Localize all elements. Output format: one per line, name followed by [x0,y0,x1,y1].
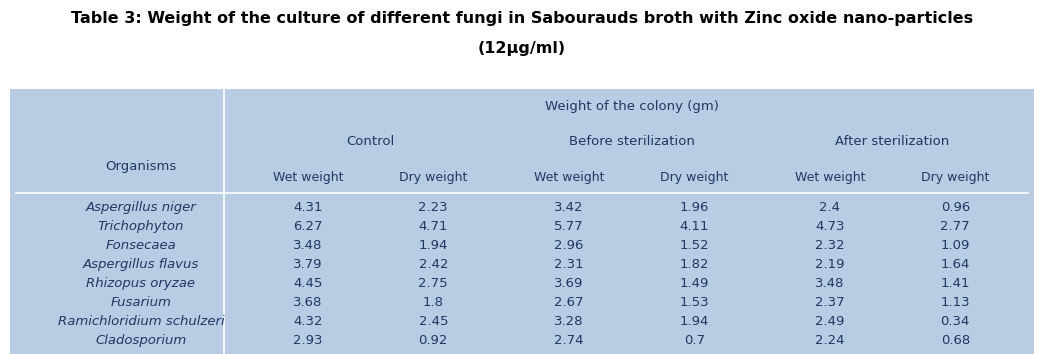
Text: 2.74: 2.74 [554,334,584,347]
Text: 1.8: 1.8 [423,296,444,309]
Text: (12μg/ml): (12μg/ml) [478,41,566,56]
Text: 1.64: 1.64 [941,258,970,271]
Text: Control: Control [347,135,395,148]
Text: 1.53: 1.53 [680,296,709,309]
Text: 2.19: 2.19 [815,258,845,271]
Text: 3.42: 3.42 [554,201,584,214]
Text: 0.96: 0.96 [941,201,970,214]
Text: 1.13: 1.13 [941,296,970,309]
Text: Organisms: Organisms [105,160,176,173]
Text: 2.37: 2.37 [815,296,845,309]
Text: 2.24: 2.24 [815,334,845,347]
Text: 0.7: 0.7 [684,334,705,347]
Text: 3.48: 3.48 [815,277,845,290]
Text: Wet weight: Wet weight [272,171,343,183]
Text: After sterilization: After sterilization [835,135,950,148]
Text: Before sterilization: Before sterilization [569,135,694,148]
Text: 1.52: 1.52 [680,239,709,252]
Text: 6.27: 6.27 [293,220,323,233]
Text: 0.92: 0.92 [419,334,448,347]
Text: Fusarium: Fusarium [111,296,171,309]
Text: 4.31: 4.31 [293,201,323,214]
Text: Ramichloridium schulzeri: Ramichloridium schulzeri [57,315,224,328]
FancyBboxPatch shape [10,88,1034,354]
Text: 2.45: 2.45 [419,315,448,328]
Text: 1.09: 1.09 [941,239,970,252]
Text: 1.94: 1.94 [680,315,709,328]
Text: 2.93: 2.93 [293,334,323,347]
Text: Rhizopus oryzae: Rhizopus oryzae [87,277,195,290]
Text: 5.77: 5.77 [554,220,584,233]
Text: 4.71: 4.71 [419,220,448,233]
Text: 2.42: 2.42 [419,258,448,271]
Text: 2.31: 2.31 [554,258,584,271]
Text: 2.96: 2.96 [554,239,584,252]
Text: 1.82: 1.82 [680,258,709,271]
Text: 4.11: 4.11 [680,220,709,233]
Text: Table 3: Weight of the culture of different fungi in Sabourauds broth with Zinc : Table 3: Weight of the culture of differ… [71,11,973,25]
Text: 3.68: 3.68 [293,296,323,309]
Text: Cladosporium: Cladosporium [95,334,187,347]
Text: Weight of the colony (gm): Weight of the colony (gm) [545,100,718,113]
Text: 4.32: 4.32 [293,315,323,328]
Text: Fonsecaea: Fonsecaea [105,239,176,252]
Text: 0.34: 0.34 [941,315,970,328]
Text: 4.45: 4.45 [293,277,323,290]
Text: Dry weight: Dry weight [921,171,990,183]
Text: 3.28: 3.28 [554,315,584,328]
Text: Aspergillus niger: Aspergillus niger [86,201,196,214]
Text: Trichophyton: Trichophyton [98,220,184,233]
Text: 2.49: 2.49 [815,315,845,328]
Text: 2.67: 2.67 [554,296,584,309]
Text: 2.32: 2.32 [815,239,845,252]
Text: 3.69: 3.69 [554,277,584,290]
Text: 1.96: 1.96 [680,201,709,214]
Text: 4.73: 4.73 [815,220,845,233]
Text: 2.77: 2.77 [941,220,970,233]
Text: Aspergillus flavus: Aspergillus flavus [82,258,199,271]
Text: 1.49: 1.49 [680,277,709,290]
Text: Wet weight: Wet weight [794,171,865,183]
Text: 2.75: 2.75 [419,277,448,290]
Text: Dry weight: Dry weight [660,171,729,183]
Text: Wet weight: Wet weight [533,171,604,183]
Text: Dry weight: Dry weight [399,171,468,183]
Text: 1.94: 1.94 [419,239,448,252]
Text: 2.23: 2.23 [419,201,448,214]
Text: 3.48: 3.48 [293,239,323,252]
Text: 3.79: 3.79 [293,258,323,271]
Text: 1.41: 1.41 [941,277,970,290]
Text: 2.4: 2.4 [820,201,840,214]
Text: 0.68: 0.68 [941,334,970,347]
